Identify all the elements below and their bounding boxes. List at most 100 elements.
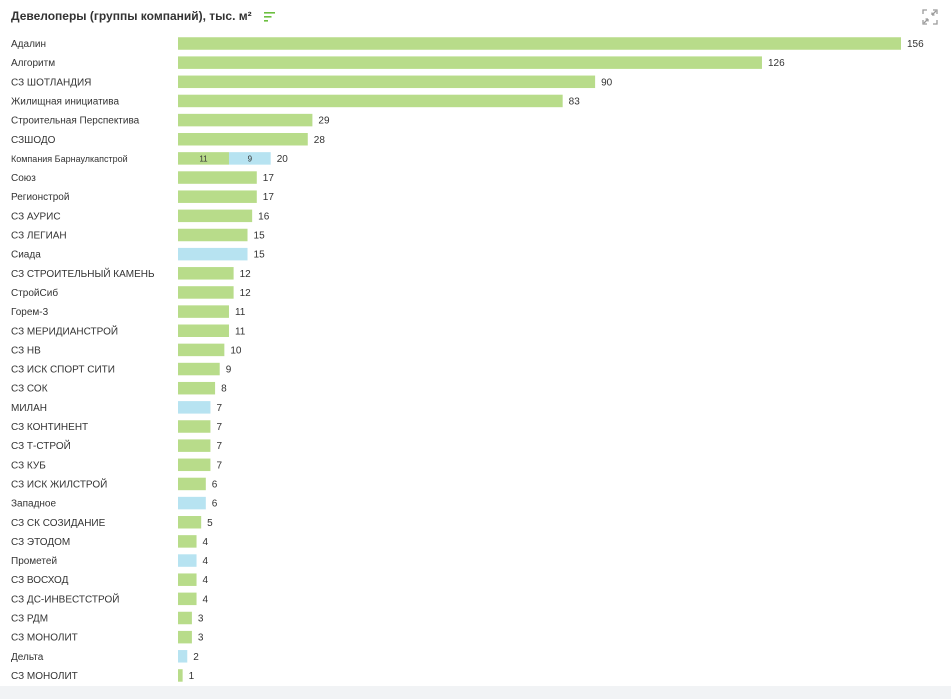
bar-segment[interactable] <box>178 75 596 89</box>
sort-bars-icon[interactable] <box>263 10 276 22</box>
category-label: СЗ МОНОЛИТ <box>11 633 78 644</box>
category-label: Алгоритм <box>11 58 55 69</box>
category-label: Дельта <box>11 652 44 663</box>
category-label: СЗ ВОСХОД <box>11 575 69 586</box>
bar-segment[interactable] <box>178 286 234 299</box>
bar-segment[interactable] <box>178 554 197 567</box>
bar-segment[interactable] <box>178 630 192 644</box>
total-value-label: 15 <box>254 231 266 242</box>
total-value-label: 12 <box>240 288 252 299</box>
total-value-label: 3 <box>198 614 204 625</box>
total-value-label: 6 <box>212 499 218 510</box>
category-label: СЗ Т-СТРОЙ <box>11 439 71 452</box>
bar-segment[interactable] <box>178 94 563 108</box>
category-label: СЗ ЭТОДОМ <box>11 537 70 548</box>
bar-segment[interactable] <box>178 113 313 127</box>
bar-segment[interactable] <box>178 439 211 452</box>
bar-segment[interactable] <box>178 401 211 414</box>
chart-title: Девелоперы (группы компаний), тыс. м² <box>11 9 252 23</box>
bar-segment[interactable] <box>178 496 206 510</box>
category-label: Адалин <box>11 39 46 50</box>
category-label: Горем-3 <box>11 307 49 318</box>
category-label: СтройСиб <box>11 287 58 299</box>
total-value-label: 20 <box>277 154 289 165</box>
category-label: СЗ РДМ <box>11 614 48 625</box>
category-label: Строительная Перспектива <box>11 116 140 127</box>
category-label: Регионстрой <box>11 192 69 203</box>
bar-segment[interactable] <box>178 228 248 242</box>
category-label: СЗ МЕРИДИАНСТРОЙ <box>11 324 118 337</box>
collapse-arrows-icon[interactable] <box>922 9 938 25</box>
total-value-label: 4 <box>203 575 209 586</box>
category-label: Сиада <box>11 250 41 261</box>
bar-segment[interactable] <box>178 477 206 491</box>
category-label: СЗ АУРИС <box>11 211 61 222</box>
total-value-label: 17 <box>263 173 275 184</box>
bar-segment[interactable] <box>178 458 211 472</box>
bar-segment[interactable] <box>178 420 211 433</box>
category-label: МИЛАН <box>11 403 47 414</box>
category-label: СЗ СТРОИТЕЛЬНЫЙ КАМЕНЬ <box>11 267 155 280</box>
total-value-label: 12 <box>240 269 252 280</box>
bar-segment[interactable] <box>178 516 202 529</box>
bar-segment[interactable] <box>178 535 197 548</box>
bar-segment[interactable] <box>178 305 229 318</box>
bar-segment[interactable] <box>178 267 234 280</box>
bar-segment[interactable] <box>178 247 248 261</box>
bar-segment[interactable] <box>178 592 197 606</box>
bar-segment[interactable] <box>178 669 183 682</box>
category-label: СЗ КОНТИНЕНТ <box>11 422 88 433</box>
total-value-label: 7 <box>216 460 222 471</box>
bar-segment[interactable] <box>178 324 229 338</box>
total-value-label: 4 <box>203 594 209 605</box>
bar-segment[interactable] <box>178 611 192 625</box>
total-value-label: 4 <box>203 537 209 548</box>
bar-segment[interactable] <box>178 209 253 223</box>
bar-segment[interactable] <box>178 56 762 69</box>
total-value-label: 28 <box>314 135 326 146</box>
scroll-footer <box>0 686 951 699</box>
total-value-label: 5 <box>207 518 213 529</box>
total-value-label: 4 <box>203 556 209 567</box>
total-value-label: 3 <box>198 633 204 644</box>
category-label: СЗ НВ <box>11 345 41 356</box>
category-label: СЗ ЛЕГИАН <box>11 231 67 242</box>
bar-segment[interactable] <box>178 650 188 663</box>
category-label: Прометей <box>11 556 57 567</box>
bar-segment[interactable] <box>178 133 308 146</box>
total-value-label: 16 <box>258 211 270 222</box>
bar-segment[interactable] <box>178 37 901 50</box>
total-value-label: 90 <box>601 77 613 88</box>
bar-segment[interactable] <box>178 343 225 357</box>
category-label: СЗ ИСК ЖИЛСТРОЙ <box>11 477 107 490</box>
category-label: СЗ СОК <box>11 384 48 395</box>
total-value-label: 7 <box>216 403 222 414</box>
category-label: СЗ ШОТЛАНДИЯ <box>11 77 91 88</box>
category-label: Компания Барнаулкапстрой <box>11 154 128 164</box>
bar-segment[interactable] <box>178 190 257 203</box>
bar-segment[interactable] <box>178 381 216 395</box>
bar-segment[interactable] <box>178 152 229 165</box>
total-value-label: 7 <box>216 422 222 433</box>
total-value-label: 7 <box>216 441 222 452</box>
category-label: СЗ ИСК СПОРТ СИТИ <box>11 365 115 376</box>
category-label: СЗ ДС-ИНВЕСТСТРОЙ <box>11 592 119 605</box>
total-value-label: 10 <box>230 345 242 356</box>
bar-segment[interactable] <box>178 171 257 184</box>
total-value-label: 15 <box>254 250 266 261</box>
chart-header: Девелоперы (группы компаний), тыс. м² <box>11 9 276 23</box>
segment-value-label: 11 <box>199 154 208 163</box>
category-label: СЗ МОНОЛИТ <box>11 671 78 682</box>
category-label: Союз <box>11 173 36 184</box>
category-label: Западное <box>11 499 56 510</box>
total-value-label: 9 <box>226 365 232 376</box>
bar-segment[interactable] <box>178 362 220 376</box>
total-value-label: 11 <box>235 326 246 337</box>
bar-segment[interactable] <box>178 573 197 586</box>
total-value-label: 11 <box>235 307 246 318</box>
bar-segment[interactable] <box>228 152 271 165</box>
segment-value-label: 9 <box>248 154 253 163</box>
total-value-label: 6 <box>212 479 218 490</box>
category-label: СЗ КУБ <box>11 460 46 471</box>
